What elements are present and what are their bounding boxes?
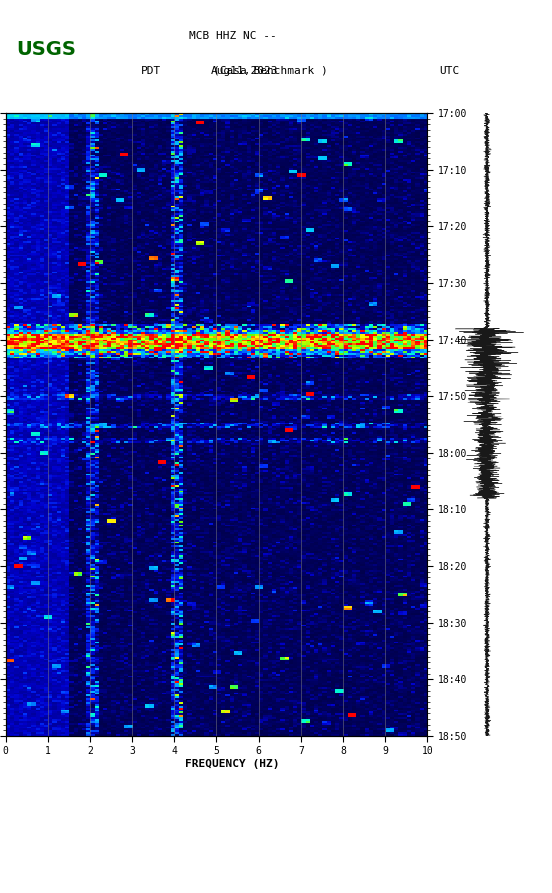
Text: PDT: PDT <box>141 65 161 76</box>
Text: (Casa Benchmark ): (Casa Benchmark ) <box>213 65 328 76</box>
Text: UTC: UTC <box>439 65 459 76</box>
Text: Aug11,2023: Aug11,2023 <box>211 65 279 76</box>
Text: USGS: USGS <box>17 39 76 59</box>
Text: MCB HHZ NC --: MCB HHZ NC -- <box>189 31 277 41</box>
Text: FREQUENCY (HZ): FREQUENCY (HZ) <box>185 759 280 769</box>
